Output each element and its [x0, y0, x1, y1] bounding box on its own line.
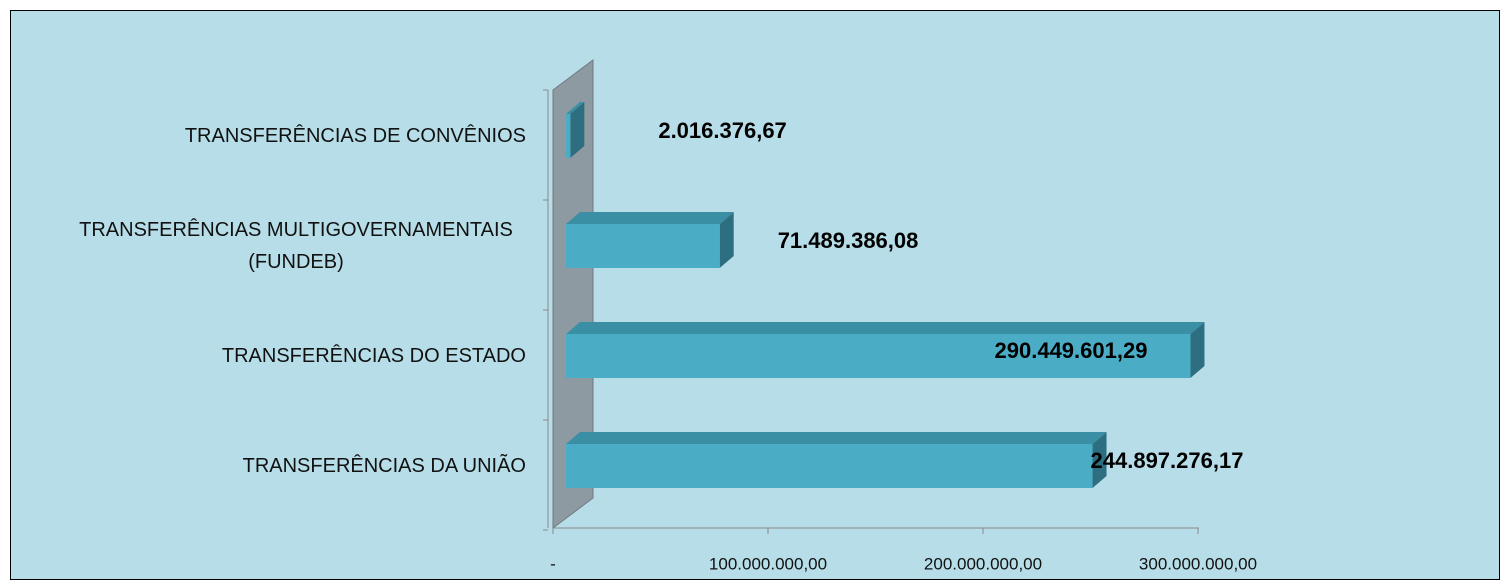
bar-top: [566, 102, 585, 114]
bar-top: [566, 432, 1107, 444]
value-label: 244.897.276,17: [1091, 448, 1244, 473]
bar-front: [566, 114, 571, 158]
category-text: TRANSFERÊNCIAS DA UNIÃO: [242, 455, 526, 477]
bar-front: [566, 334, 1191, 378]
category-label: TRANSFERÊNCIAS DE CONVÊNIOS: [66, 81, 526, 191]
category-label: TRANSFERÊNCIAS MULTIGOVERNAMENTAIS (FUND…: [66, 191, 526, 301]
bar-side: [1190, 322, 1205, 378]
value-label: 71.489.386,08: [778, 228, 919, 253]
category-label: TRANSFERÊNCIAS DA UNIÃO: [66, 411, 526, 521]
bar-front: [566, 444, 1093, 488]
bar: [566, 102, 585, 158]
x-tick-label: -: [550, 554, 556, 573]
category-label: TRANSFERÊNCIAS DO ESTADO: [66, 301, 526, 411]
bar-front: [566, 224, 720, 268]
bar: [566, 212, 734, 268]
bar: [566, 322, 1205, 378]
x-tick-label: 100.000.000,00: [709, 554, 827, 573]
bar-side: [570, 102, 585, 158]
bar: [566, 432, 1107, 488]
bar-side: [719, 212, 734, 268]
back-wall: [552, 59, 594, 529]
x-tick-label: 200.000.000,00: [924, 554, 1042, 573]
bar-top: [566, 212, 734, 224]
bar-side: [1092, 432, 1107, 488]
value-label: 290.449.601,29: [995, 338, 1148, 363]
category-text: TRANSFERÊNCIAS DO ESTADO: [221, 345, 526, 367]
category-text: TRANSFERÊNCIAS DE CONVÊNIOS: [184, 125, 526, 147]
category-text: TRANSFERÊNCIAS MULTIGOVERNAMENTAIS (FUND…: [79, 219, 513, 273]
value-label: 2.016.376,67: [658, 118, 786, 143]
x-tick-label: 300.000.000,00: [1139, 554, 1257, 573]
bar-top: [566, 322, 1205, 334]
